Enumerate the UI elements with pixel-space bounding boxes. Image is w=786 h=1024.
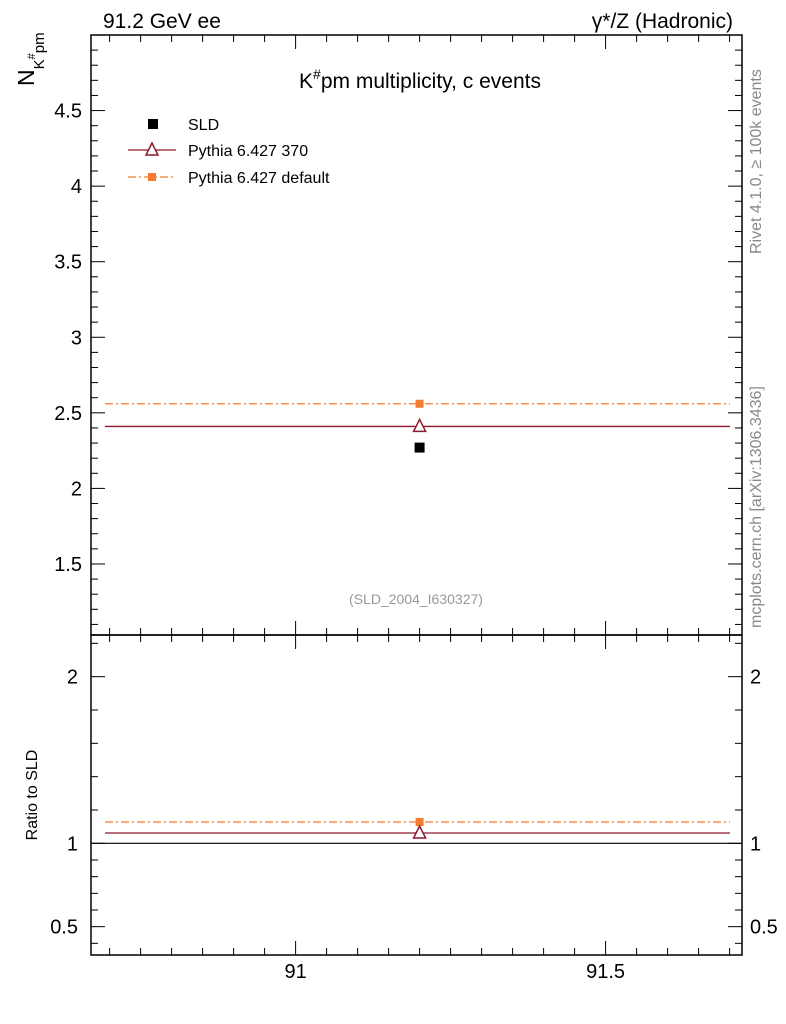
x-axis-ticks: 91 91.5 bbox=[109, 35, 731, 983]
ratio-panel-ticks: 0.5 0.5 1 1 2 2 bbox=[50, 642, 778, 944]
main-y-tick-label: 2 bbox=[71, 478, 82, 500]
ratio-panel-series bbox=[91, 818, 742, 844]
pythia-default-marker bbox=[415, 399, 424, 408]
ratio-y-tick-label-right: 1 bbox=[750, 833, 761, 855]
legend-pythia370-marker bbox=[144, 141, 160, 156]
ratio-y-tick-label: 2 bbox=[67, 667, 78, 689]
ratio-y-tick-label: 1 bbox=[67, 833, 78, 855]
main-panel-series bbox=[105, 399, 730, 453]
analysis-id: (SLD_2004_I630327) bbox=[349, 591, 483, 607]
main-y-tick-label: 4.5 bbox=[54, 101, 82, 123]
ratio-y-tick-label: 0.5 bbox=[50, 917, 78, 939]
legend: SLD Pythia 6.427 370 Pythia 6.427 defaul… bbox=[128, 117, 330, 187]
legend-sld-label: SLD bbox=[188, 117, 219, 134]
header-process-label: γ*/Z (Hadronic) bbox=[592, 10, 733, 33]
main-y-tick-label: 4 bbox=[71, 176, 82, 198]
mcplots-label: mcplots.cern.ch [arXiv:1306.3436] bbox=[748, 386, 765, 628]
main-y-tick-label: 3.5 bbox=[54, 252, 82, 274]
legend-sld-marker bbox=[148, 119, 158, 129]
main-ylabel: NK#pm bbox=[13, 32, 48, 86]
ratio-y-tick-label-right: 0.5 bbox=[750, 917, 778, 939]
sld-data-point bbox=[414, 442, 425, 453]
legend-pythia370-label: Pythia 6.427 370 bbox=[188, 143, 308, 160]
ratio-y-tick-label-right: 2 bbox=[750, 667, 761, 689]
ratio-ylabel: Ratio to SLD bbox=[24, 750, 41, 841]
legend-pythia-default-marker bbox=[148, 173, 156, 181]
ratio-panel-frame bbox=[90, 634, 743, 956]
chart-title: K#pm multiplicity, c events bbox=[299, 66, 541, 93]
main-y-tick-label: 1.5 bbox=[54, 554, 82, 576]
legend-pythia-default-label: Pythia 6.427 default bbox=[188, 170, 330, 187]
header-energy-label: 91.2 GeV ee bbox=[103, 10, 221, 33]
x-tick-label: 91.5 bbox=[586, 961, 625, 983]
main-panel-ticks: 1.5 2 2.5 3 3.5 4 4.5 bbox=[54, 34, 742, 625]
main-y-tick-label: 3 bbox=[71, 327, 82, 349]
pythia370-marker bbox=[412, 417, 427, 433]
main-y-tick-label: 2.5 bbox=[54, 403, 82, 425]
ratio-pythia-default-marker bbox=[415, 818, 424, 826]
x-tick-label: 91 bbox=[284, 961, 306, 983]
rivet-version-label: Rivet 4.1.0, ≥ 100k events bbox=[748, 69, 765, 254]
ratio-pythia370-marker bbox=[412, 824, 427, 839]
